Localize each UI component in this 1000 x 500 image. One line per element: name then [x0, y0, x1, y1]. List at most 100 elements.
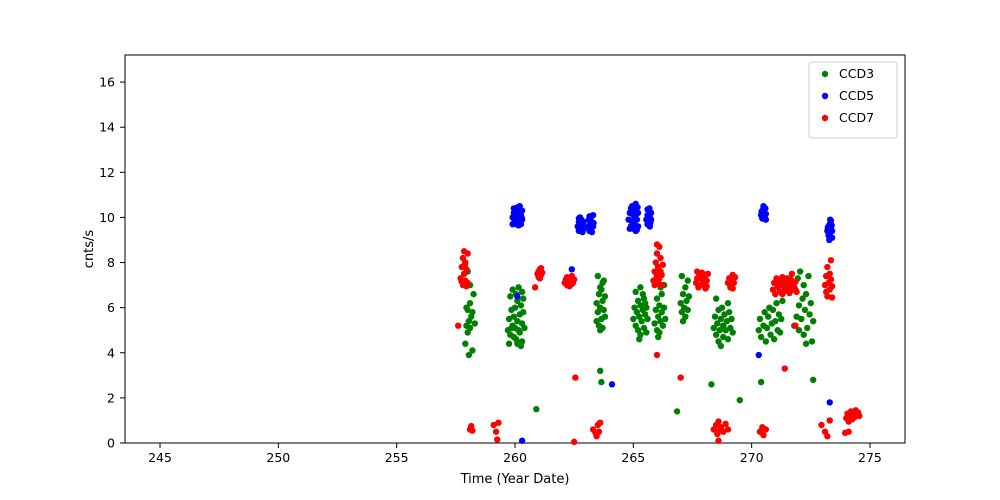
data-point-ccd3	[515, 284, 522, 291]
data-point-ccd3	[801, 306, 809, 314]
data-point-ccd3	[653, 295, 661, 302]
data-point-ccd3	[807, 299, 815, 307]
data-point-ccd7	[760, 431, 767, 439]
data-point-ccd5	[634, 209, 642, 217]
data-point-ccd3	[520, 308, 527, 316]
y-tick-label: 4	[107, 345, 115, 360]
data-point-ccd3	[514, 317, 521, 325]
data-point-ccd7	[818, 421, 825, 429]
data-point-ccd3	[684, 277, 691, 284]
data-point-ccd3	[808, 338, 816, 345]
data-point-ccd7	[593, 433, 600, 440]
data-point-ccd7	[657, 254, 664, 262]
data-point-ccd7	[703, 283, 710, 290]
data-point-ccd5	[755, 351, 762, 359]
data-point-ccd3	[593, 317, 600, 325]
data-point-ccd7	[653, 351, 661, 359]
data-point-ccd5	[515, 222, 522, 229]
data-point-ccd3	[720, 333, 727, 341]
data-point-ccd3	[804, 324, 811, 332]
data-point-ccd7	[731, 273, 739, 281]
data-point-ccd3	[469, 347, 476, 354]
data-point-ccd3	[755, 327, 762, 334]
data-point-ccd7	[715, 418, 722, 425]
data-point-ccd7	[792, 278, 799, 285]
data-point-ccd3	[798, 315, 805, 323]
data-point-ccd3	[510, 313, 518, 320]
data-point-ccd5	[626, 225, 633, 232]
data-point-ccd3	[761, 308, 768, 316]
data-point-ccd7	[463, 283, 470, 290]
data-point-ccd7	[724, 426, 732, 433]
legend-marker-ccd7	[821, 114, 829, 122]
data-point-ccd3	[795, 327, 803, 334]
data-point-ccd7	[492, 428, 500, 435]
data-point-ccd7	[460, 248, 468, 255]
data-point-ccd3	[714, 320, 721, 327]
data-point-ccd3	[520, 295, 527, 302]
data-point-ccd3	[769, 306, 777, 314]
data-point-ccd7	[494, 436, 501, 443]
data-point-ccd5	[514, 204, 522, 211]
data-point-ccd3	[685, 293, 693, 300]
data-point-ccd3	[800, 281, 807, 289]
data-point-ccd7	[729, 285, 736, 292]
data-point-ccd3	[795, 302, 803, 309]
data-point-ccd5	[762, 216, 770, 223]
data-point-ccd3	[640, 295, 648, 302]
data-point-ccd3	[723, 317, 731, 325]
data-point-ccd7	[772, 290, 779, 298]
data-point-ccd7	[828, 283, 836, 290]
data-point-ccd3	[679, 290, 687, 298]
data-point-ccd7	[490, 421, 497, 429]
data-point-ccd3	[637, 284, 644, 291]
data-point-ccd3	[677, 299, 684, 307]
data-point-ccd7	[826, 270, 833, 278]
data-point-ccd3	[509, 286, 516, 293]
data-point-ccd3	[796, 268, 804, 275]
data-point-ccd7	[455, 322, 462, 329]
data-point-ccd7	[856, 412, 863, 420]
data-point-ccd7	[536, 275, 544, 282]
data-point-ccd3	[722, 327, 729, 334]
data-point-ccd3	[598, 286, 605, 293]
data-point-ccd7	[570, 438, 578, 446]
data-point-ccd7	[826, 417, 833, 424]
data-point-ccd3	[521, 324, 528, 332]
data-point-ccd3	[471, 320, 478, 327]
data-point-ccd3	[763, 324, 771, 332]
data-point-ccd5	[762, 205, 769, 212]
data-point-ccd7	[653, 250, 661, 257]
data-point-ccd7	[793, 288, 800, 296]
data-point-ccd3	[659, 322, 667, 329]
data-point-ccd7	[596, 419, 604, 426]
data-point-ccd3	[643, 304, 650, 311]
data-point-ccd5	[518, 214, 525, 221]
data-point-ccd3	[505, 340, 513, 347]
x-tick-label: 260	[503, 450, 527, 465]
data-point-ccd3	[684, 306, 691, 314]
data-point-ccd5	[828, 227, 836, 235]
data-point-ccd7	[827, 276, 835, 283]
data-point-ccd3	[800, 331, 807, 338]
y-tick-label: 12	[99, 165, 115, 180]
data-point-ccd7	[658, 281, 665, 289]
legend-label-ccd7: CCD7	[839, 110, 874, 125]
data-point-ccd3	[682, 284, 689, 291]
data-point-ccd5	[514, 293, 521, 300]
data-point-ccd7	[824, 433, 831, 440]
data-point-ccd3	[778, 315, 785, 323]
data-point-ccd3	[599, 324, 606, 332]
data-point-ccd3	[638, 317, 645, 325]
data-point-ccd5	[511, 216, 518, 223]
x-tick-label: 265	[621, 450, 645, 465]
data-point-ccd3	[717, 342, 725, 350]
data-point-ccd3	[717, 315, 725, 323]
data-point-ccd3	[594, 272, 602, 280]
x-axis-label: Time (Year Date)	[460, 472, 570, 487]
data-point-ccd5	[631, 214, 638, 221]
data-point-ccd3	[600, 306, 607, 314]
x-tick-label: 255	[385, 450, 409, 465]
legend-marker-ccd3	[821, 70, 829, 78]
